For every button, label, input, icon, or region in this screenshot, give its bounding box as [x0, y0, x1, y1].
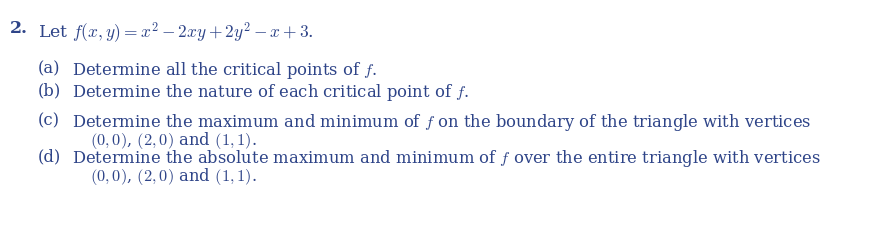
Text: Determine the absolute maximum and minimum of $f$ over the entire triangle with : Determine the absolute maximum and minim…: [72, 147, 821, 168]
Text: Let $f(x, y) = x^2 - 2xy + 2y^2 - x + 3$.: Let $f(x, y) = x^2 - 2xy + 2y^2 - x + 3$…: [38, 20, 314, 45]
Text: (d): (d): [38, 147, 61, 164]
Text: Determine the nature of each critical point of $f$.: Determine the nature of each critical po…: [72, 82, 469, 103]
Text: (a): (a): [38, 60, 61, 77]
Text: $(0, 0)$, $(2, 0)$ and $(1, 1)$.: $(0, 0)$, $(2, 0)$ and $(1, 1)$.: [90, 129, 257, 150]
Text: 2.: 2.: [10, 20, 28, 37]
Text: $(0, 0)$, $(2, 0)$ and $(1, 1)$.: $(0, 0)$, $(2, 0)$ and $(1, 1)$.: [90, 165, 257, 186]
Text: Determine all the critical points of $f$.: Determine all the critical points of $f$…: [72, 60, 377, 81]
Text: (b): (b): [38, 82, 61, 98]
Text: (c): (c): [38, 112, 60, 128]
Text: Determine the maximum and minimum of $f$ on the boundary of the triangle with ve: Determine the maximum and minimum of $f$…: [72, 112, 811, 132]
